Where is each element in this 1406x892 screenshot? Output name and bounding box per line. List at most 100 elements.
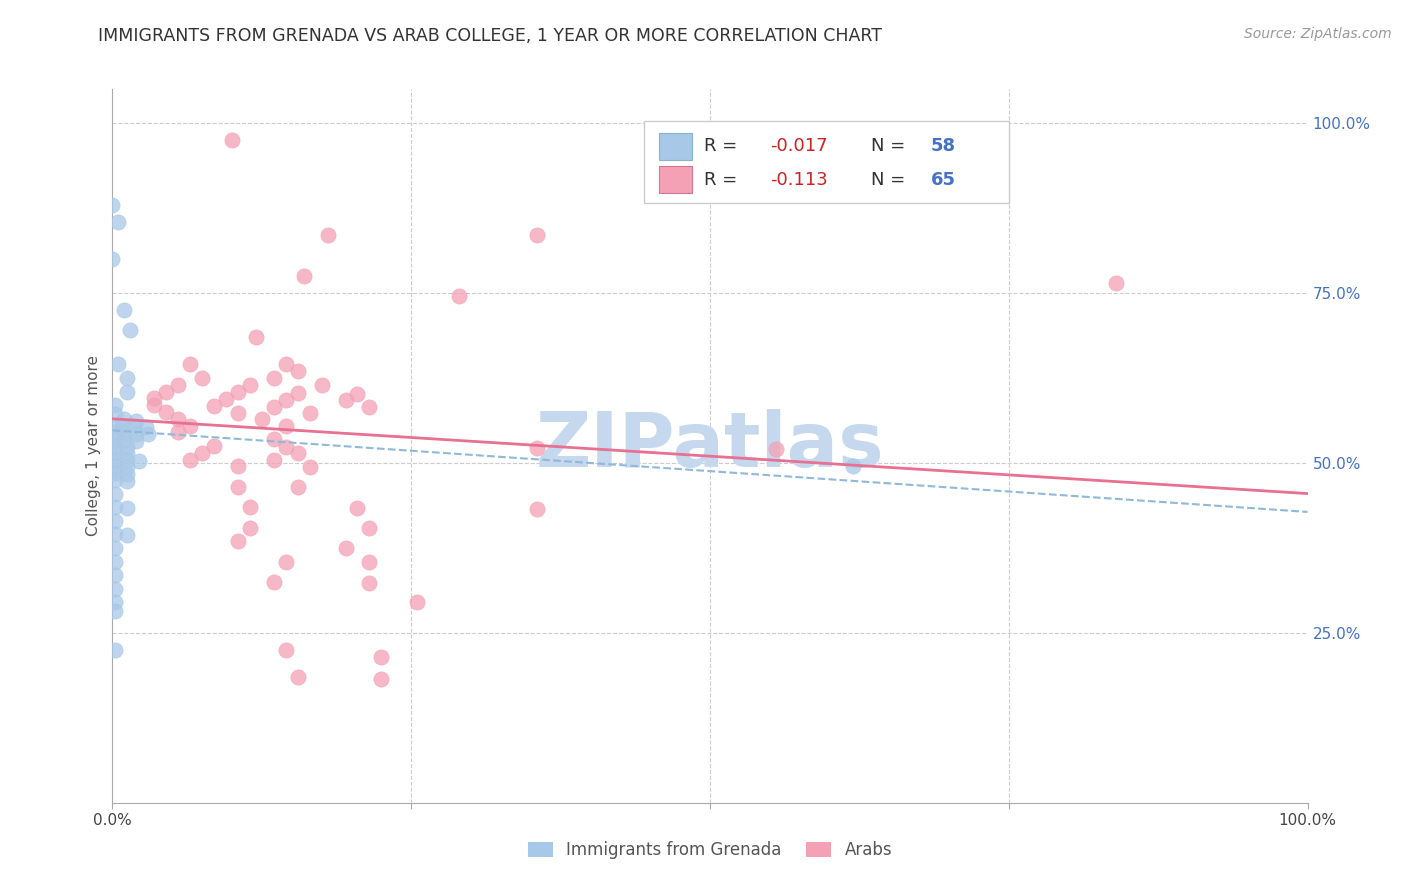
FancyBboxPatch shape <box>658 166 692 194</box>
Point <box>115 474 138 488</box>
Point <box>179 358 201 372</box>
Text: N =: N = <box>872 171 911 189</box>
Point <box>104 514 127 528</box>
Point <box>155 405 177 419</box>
Point <box>135 420 157 434</box>
Point <box>298 406 321 420</box>
Point <box>359 401 381 415</box>
Point <box>274 419 297 434</box>
Point <box>370 672 392 686</box>
Point <box>101 418 124 433</box>
Point <box>101 198 124 212</box>
Point <box>239 500 262 515</box>
Point <box>114 425 135 440</box>
Point <box>226 480 249 494</box>
Point <box>115 384 138 399</box>
Point <box>287 364 309 378</box>
Point <box>167 377 190 392</box>
Point <box>239 377 262 392</box>
Point <box>104 446 127 460</box>
Point <box>104 541 127 555</box>
Point <box>263 432 285 446</box>
Point <box>359 575 381 590</box>
Point <box>104 595 127 609</box>
FancyBboxPatch shape <box>658 133 692 160</box>
Point <box>263 400 285 414</box>
Text: -0.113: -0.113 <box>770 171 828 189</box>
Point <box>104 643 127 657</box>
Point <box>104 398 127 412</box>
Point <box>274 555 297 569</box>
FancyBboxPatch shape <box>644 121 1010 203</box>
Point <box>115 460 138 475</box>
Point <box>287 446 309 460</box>
Point <box>114 412 135 426</box>
Point <box>115 446 138 460</box>
Point <box>526 228 548 243</box>
Point <box>842 459 865 474</box>
Point <box>104 473 127 487</box>
Point <box>122 418 145 433</box>
Point <box>215 392 238 406</box>
Point <box>765 442 787 457</box>
Point <box>311 377 333 392</box>
Point <box>335 541 357 555</box>
Point <box>447 289 470 303</box>
Point <box>104 555 127 569</box>
Point <box>114 433 135 447</box>
Point <box>104 425 127 440</box>
Point <box>346 500 368 515</box>
Point <box>104 452 127 467</box>
Point <box>359 555 381 569</box>
Text: N =: N = <box>872 137 911 155</box>
Point <box>107 215 129 229</box>
Point <box>226 384 249 399</box>
Point <box>245 330 267 344</box>
Point <box>104 407 127 421</box>
Point <box>143 392 166 406</box>
Point <box>191 446 214 460</box>
Text: Source: ZipAtlas.com: Source: ZipAtlas.com <box>1244 27 1392 41</box>
Point <box>114 303 135 318</box>
Point <box>104 486 127 500</box>
Y-axis label: College, 1 year or more: College, 1 year or more <box>86 356 101 536</box>
Point <box>104 568 127 582</box>
Point <box>1105 276 1128 290</box>
Point <box>125 426 148 441</box>
Point <box>120 323 142 337</box>
Point <box>316 228 339 243</box>
Point <box>287 480 309 494</box>
Point <box>292 269 315 284</box>
Point <box>167 412 190 426</box>
Point <box>263 371 285 385</box>
Point <box>104 439 127 453</box>
Point <box>274 358 297 372</box>
Point <box>104 527 127 541</box>
Point <box>115 453 138 467</box>
Text: 65: 65 <box>931 171 956 189</box>
Point <box>104 604 127 618</box>
Point <box>274 392 297 407</box>
Point <box>298 460 321 475</box>
Point <box>179 418 201 433</box>
Point <box>191 371 214 385</box>
Text: 58: 58 <box>931 137 956 155</box>
Point <box>155 384 177 399</box>
Legend: Immigrants from Grenada, Arabs: Immigrants from Grenada, Arabs <box>522 835 898 866</box>
Point <box>104 432 127 446</box>
Text: -0.017: -0.017 <box>770 137 827 155</box>
Point <box>250 412 273 426</box>
Point <box>115 371 138 385</box>
Point <box>370 649 392 664</box>
Point <box>221 133 243 147</box>
Point <box>104 500 127 515</box>
Point <box>125 434 148 448</box>
Point <box>346 386 368 401</box>
Point <box>143 398 166 412</box>
Point <box>335 393 357 408</box>
Point <box>115 467 138 481</box>
Point <box>128 454 150 468</box>
Point <box>202 399 225 413</box>
Point <box>226 534 249 549</box>
Point <box>115 500 138 515</box>
